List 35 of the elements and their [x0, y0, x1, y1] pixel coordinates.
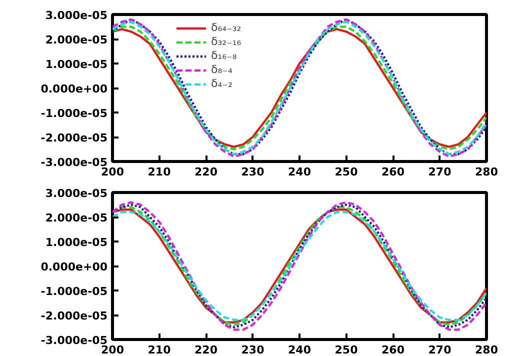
x-tick-label: 240 — [288, 166, 312, 178]
x-tick-label: 220 — [194, 344, 218, 356]
y-tick-label: -2.000e-05 — [40, 132, 108, 144]
x-tick-label: 200 — [101, 166, 124, 178]
legend-label: δ₃₂₋₁₆ — [211, 35, 242, 48]
y-tick-label: -2.000e-05 — [40, 310, 108, 322]
legend-label: δ₆₄₋₃₂ — [211, 21, 242, 34]
x-tick-label: 200 — [101, 344, 124, 356]
x-tick-label: 230 — [241, 166, 265, 178]
legend-label: δ₄₋₂ — [211, 77, 232, 90]
y-tick-label: 0.000e+00 — [40, 82, 108, 96]
x-tick-label: 250 — [334, 166, 358, 178]
y-tick-label: 1.000e-05 — [45, 236, 108, 249]
x-tick-label: 260 — [382, 166, 405, 178]
x-tick-label: 210 — [148, 166, 172, 178]
y-tick-label: -1.000e-05 — [40, 285, 108, 298]
legend-label: δ₁₆₋₈ — [211, 49, 237, 62]
x-tick-label: 270 — [428, 344, 452, 356]
x-tick-label: 280 — [475, 344, 498, 356]
x-tick-label: 250 — [334, 344, 358, 356]
y-tick-label: 2.000e-05 — [45, 212, 108, 224]
x-tick-label: 230 — [241, 344, 265, 356]
x-tick-label: 240 — [288, 344, 312, 356]
y-tick-label: 3.000e-05 — [45, 187, 108, 200]
x-tick-label: 280 — [475, 166, 498, 178]
x-tick-label: 260 — [382, 344, 405, 356]
x-tick-label: 220 — [194, 166, 218, 178]
y-tick-label: 1.000e-05 — [45, 58, 108, 71]
y-tick-label: 0.000e+00 — [40, 260, 108, 274]
x-tick-label: 210 — [148, 344, 172, 356]
y-tick-label: -1.000e-05 — [40, 107, 108, 120]
x-tick-label: 270 — [428, 166, 452, 178]
y-tick-label: 3.000e-05 — [45, 9, 108, 22]
legend-label: δ₈₋₄ — [211, 63, 232, 76]
y-tick-label: 2.000e-05 — [45, 34, 108, 46]
